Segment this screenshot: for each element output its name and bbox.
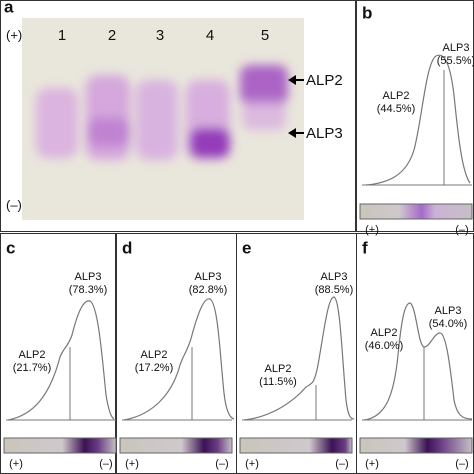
alp3-label: ALP3 [321, 271, 348, 283]
polarity-plus: (+) [6, 27, 22, 42]
alp3-percent: (78.3%) [69, 284, 108, 296]
density-panel: c ALP2(21.7%) ALP3(78.3%) (+) (–) [3, 238, 117, 470]
lane-strip [3, 437, 117, 454]
alp3-percent: (55.5%) [437, 55, 474, 67]
panel-letter: a [4, 0, 14, 16]
panel-letter: d [122, 238, 132, 257]
polarity-minus: (–) [6, 197, 22, 212]
density-panel: d ALP2(17.2%) ALP3(82.8%) (+) (–) [119, 238, 235, 470]
lane-label: 5 [261, 27, 269, 44]
alp2-label: ALP2 [19, 349, 46, 361]
density-curve [243, 296, 355, 421]
marker-label: ALP3 [306, 125, 343, 142]
alp2-percent: (46.0%) [365, 340, 404, 352]
panel-letter: f [362, 238, 368, 257]
density-curve [7, 300, 115, 421]
density-panel: e ALP2(11.5%) ALP3(88.5%) (+) (–) [239, 238, 355, 470]
polarity-plus: (+) [365, 224, 379, 236]
arrow-head [288, 128, 296, 138]
polarity-minus: (–) [215, 458, 228, 470]
alp3-percent: (88.5%) [315, 284, 354, 296]
marker-label: ALP2 [306, 72, 343, 89]
panel-letter: c [6, 238, 15, 257]
lane-label: 3 [156, 27, 164, 44]
panel-letter: e [242, 238, 251, 257]
lane-label: 2 [108, 27, 116, 44]
alp3-label: ALP3 [75, 271, 102, 283]
arrow-head [288, 75, 296, 85]
polarity-plus: (+) [125, 458, 139, 470]
lane-strip [359, 437, 473, 454]
alp2-label: ALP2 [265, 363, 292, 375]
alp2-percent: (44.5%) [377, 103, 416, 115]
lane-label: 1 [58, 27, 66, 44]
density-curve [363, 302, 473, 421]
alp2-percent: (11.5%) [259, 376, 297, 388]
alp3-percent: (82.8%) [189, 284, 228, 296]
polarity-minus: (–) [335, 458, 348, 470]
alp3-label: ALP3 [443, 42, 470, 54]
polarity-minus: (–) [99, 458, 112, 470]
gel-bands [36, 65, 288, 160]
alp2-percent: (21.7%) [13, 362, 52, 374]
alp3-percent: (54.0%) [429, 318, 468, 330]
polarity-plus: (+) [9, 458, 23, 470]
polarity-plus: (+) [365, 458, 379, 470]
lane-strip [239, 437, 353, 454]
density-panel: f ALP2(46.0%) ALP3(54.0%) (+) (–) [359, 238, 473, 470]
density-panel: b ALP2(44.5%) ALP3(55.5%) (+) (–) [359, 3, 474, 236]
lane-label: 4 [206, 27, 214, 44]
polarity-minus: (–) [455, 224, 468, 236]
panel-letter: b [362, 3, 372, 22]
density-curve [365, 54, 471, 186]
alp2-percent: (17.2%) [135, 362, 174, 374]
polarity-minus: (–) [455, 458, 468, 470]
alp2-label: ALP2 [141, 349, 168, 361]
density-curve [123, 298, 235, 421]
lane-strip [119, 437, 233, 454]
panel-frame [0, 0, 356, 232]
polarity-plus: (+) [245, 458, 259, 470]
lane-strip [359, 203, 473, 220]
alp3-label: ALP3 [195, 271, 222, 283]
alp3-label: ALP3 [435, 305, 462, 317]
alp2-label: ALP2 [371, 327, 398, 339]
alp2-label: ALP2 [383, 90, 410, 102]
